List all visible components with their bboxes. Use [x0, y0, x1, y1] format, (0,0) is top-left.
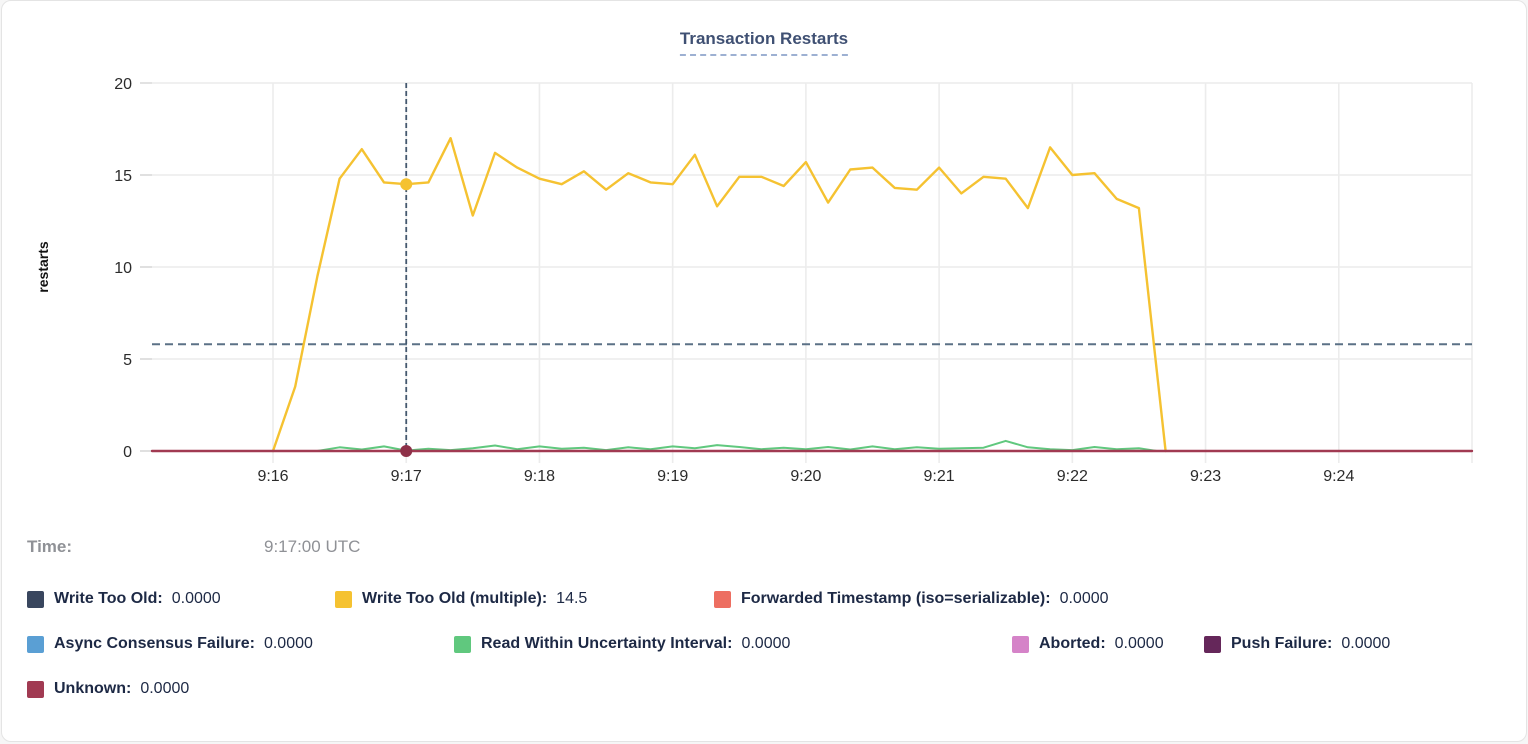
x-tick-label: 9:19 — [657, 468, 688, 485]
legend-value: 0.0000 — [171, 590, 221, 607]
legend-value: 0.0000 — [263, 635, 313, 652]
legend-label: Aborted: — [1039, 635, 1106, 652]
x-tick-label: 9:22 — [1057, 468, 1088, 485]
y-tick-label: 5 — [123, 352, 132, 369]
legend-row: Unknown: 0.0000 — [2, 680, 1526, 706]
x-tick-label: 9:17 — [391, 468, 422, 485]
legend-value: 14.5 — [556, 590, 588, 607]
legend-item-write-too-old-multiple[interactable]: Write Too Old (multiple): 14.5 — [335, 590, 587, 608]
y-tick-label: 15 — [114, 168, 132, 185]
legend-value: 0.0000 — [741, 635, 791, 652]
y-axis-title: restarts — [35, 241, 51, 293]
legend-item-unknown[interactable]: Unknown: 0.0000 — [27, 680, 189, 698]
chart-canvas[interactable]: 0 5 10 15 20 9:16 9:17 9:18 9:19 9:20 9:21 9:22 9:23… — [2, 63, 1526, 503]
series-line-read-within-uncertainty-interval — [316, 439, 1158, 452]
y-tick-label: 10 — [114, 260, 132, 277]
time-label: Time: — [27, 537, 73, 556]
y-tick-label: 20 — [114, 76, 132, 93]
legend-label: Unknown: — [54, 680, 132, 697]
legend-swatch-forwarded-timestamp — [714, 590, 731, 608]
hover-dot-unknown — [400, 445, 413, 457]
legend-label: Write Too Old: — [54, 590, 163, 607]
legend-item-aborted[interactable]: Aborted: 0.0000 — [1012, 635, 1164, 653]
legend-swatch-read-within-uncertainty-interval — [454, 635, 471, 653]
legend-item-async-consensus-failure[interactable]: Async Consensus Failure: 0.0000 — [27, 635, 313, 653]
legend-item-read-within-uncertainty-interval[interactable]: Read Within Uncertainty Interval: 0.0000 — [454, 635, 790, 653]
time-value: 9:17:00 UTC — [264, 537, 361, 556]
x-tick-label: 9:18 — [524, 468, 555, 485]
legend-row: Async Consensus Failure: 0.0000 Read Withi… — [2, 635, 1526, 661]
legend-item-push-failure[interactable]: Push Failure: 0.0000 — [1204, 635, 1390, 653]
legend-item-write-too-old[interactable]: Write Too Old: 0.0000 — [27, 590, 221, 608]
x-tick-label: 9:21 — [924, 468, 955, 485]
legend-swatch-async-consensus-failure — [27, 635, 44, 653]
hover-dot-write-too-old-multiple — [400, 178, 413, 191]
legend-label: Async Consensus Failure: — [54, 635, 255, 652]
x-tick-label: 9:20 — [790, 468, 821, 485]
legend-swatch-push-failure — [1204, 635, 1221, 653]
y-tick-label: 0 — [123, 444, 132, 461]
series-line-write-too-old-multiple- — [271, 136, 1167, 453]
legend-swatch-write-too-old-multiple — [335, 590, 352, 608]
legend-item-forwarded-timestamp[interactable]: Forwarded Timestamp (iso=serializable): 0… — [714, 590, 1109, 608]
legend-swatch-aborted — [1012, 635, 1029, 653]
tooltip-time-row: Time: 9:17:00 UTC — [2, 537, 1526, 561]
legend-label: Write Too Old (multiple): — [362, 590, 548, 607]
legend-swatch-write-too-old — [27, 590, 44, 608]
legend-value: 0.0000 — [1059, 590, 1109, 607]
x-tick-label: 9:24 — [1323, 468, 1354, 485]
legend-value: 0.0000 — [1341, 635, 1391, 652]
chart-title: Transaction Restarts — [679, 29, 849, 56]
legend-label: Read Within Uncertainty Interval: — [481, 635, 733, 652]
legend-value: 0.0000 — [1114, 635, 1164, 652]
legend-label: Push Failure: — [1231, 635, 1333, 652]
legend-label: Forwarded Timestamp (iso=serializable): — [741, 590, 1051, 607]
x-tick-label: 9:16 — [257, 468, 288, 485]
legend-swatch-unknown — [27, 680, 44, 698]
legend-value: 0.0000 — [140, 680, 190, 697]
x-tick-label: 9:23 — [1190, 468, 1221, 485]
legend-row: Write Too Old: 0.0000 Write Too Old (multi… — [2, 590, 1526, 616]
